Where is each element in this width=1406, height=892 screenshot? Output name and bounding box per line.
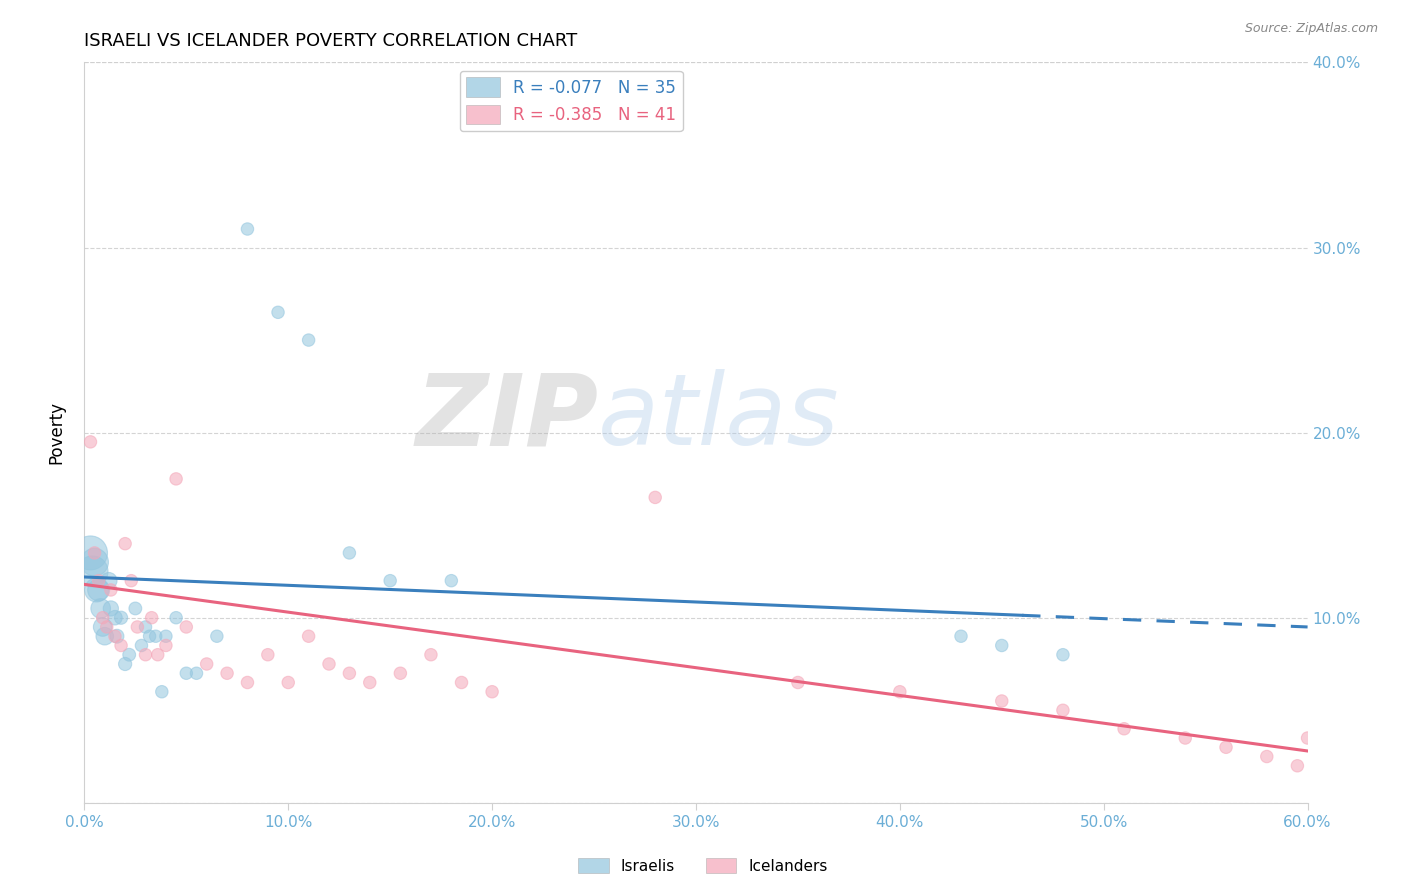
Point — [174, 666, 197, 681]
Text: ZIP: ZIP — [415, 369, 598, 467]
Legend: Israelis, Icelanders: Israelis, Icelanders — [572, 852, 834, 880]
Text: atlas: atlas — [598, 369, 839, 467]
Point — [96, 620, 118, 634]
Point — [186, 666, 208, 681]
Point — [110, 639, 132, 653]
Point — [100, 601, 122, 615]
Point — [100, 582, 122, 597]
Point — [440, 574, 463, 588]
Point — [1114, 722, 1136, 736]
Point — [236, 675, 259, 690]
Point — [87, 574, 110, 588]
Point — [79, 434, 101, 449]
Point — [380, 574, 402, 588]
Point — [174, 620, 197, 634]
Point — [359, 675, 381, 690]
Point — [131, 639, 153, 653]
Point — [1052, 703, 1074, 717]
Point — [138, 629, 160, 643]
Point — [1052, 648, 1074, 662]
Point — [90, 601, 112, 615]
Point — [1296, 731, 1319, 745]
Point — [1256, 749, 1278, 764]
Text: Source: ZipAtlas.com: Source: ZipAtlas.com — [1244, 22, 1378, 36]
Point — [339, 666, 361, 681]
Point — [83, 546, 105, 560]
Point — [205, 629, 228, 643]
Point — [298, 629, 321, 643]
Point — [83, 555, 105, 569]
Point — [135, 620, 157, 634]
Point — [1174, 731, 1197, 745]
Point — [165, 610, 187, 624]
Point — [217, 666, 239, 681]
Point — [991, 694, 1014, 708]
Point — [150, 685, 173, 699]
Point — [644, 491, 666, 505]
Point — [389, 666, 412, 681]
Legend: R = -0.077   N = 35, R = -0.385   N = 41: R = -0.077 N = 35, R = -0.385 N = 41 — [460, 70, 683, 131]
Point — [79, 546, 101, 560]
Point — [339, 546, 361, 560]
Point — [481, 685, 503, 699]
Point — [146, 648, 169, 662]
Point — [87, 582, 110, 597]
Point — [104, 610, 127, 624]
Point — [141, 610, 163, 624]
Point — [165, 472, 187, 486]
Point — [110, 610, 132, 624]
Point — [91, 610, 114, 624]
Point — [114, 657, 136, 671]
Text: ISRAELI VS ICELANDER POVERTY CORRELATION CHART: ISRAELI VS ICELANDER POVERTY CORRELATION… — [84, 32, 578, 50]
Point — [318, 657, 340, 671]
Point — [91, 620, 114, 634]
Point — [889, 685, 911, 699]
Point — [114, 536, 136, 550]
Point — [86, 582, 108, 597]
Y-axis label: Poverty: Poverty — [48, 401, 66, 464]
Point — [236, 222, 259, 236]
Point — [420, 648, 443, 662]
Point — [120, 574, 142, 588]
Point — [1215, 740, 1237, 755]
Point — [105, 629, 128, 643]
Point — [93, 629, 115, 643]
Point — [118, 648, 141, 662]
Point — [145, 629, 167, 643]
Point — [124, 601, 146, 615]
Point — [787, 675, 810, 690]
Point — [1286, 758, 1309, 772]
Point — [267, 305, 290, 319]
Point — [991, 639, 1014, 653]
Point — [82, 565, 104, 579]
Point — [257, 648, 280, 662]
Point — [950, 629, 973, 643]
Point — [195, 657, 218, 671]
Point — [127, 620, 149, 634]
Point — [104, 629, 127, 643]
Point — [155, 639, 177, 653]
Point — [298, 333, 321, 347]
Point — [450, 675, 472, 690]
Point — [97, 574, 120, 588]
Point — [277, 675, 299, 690]
Point — [155, 629, 177, 643]
Point — [135, 648, 157, 662]
